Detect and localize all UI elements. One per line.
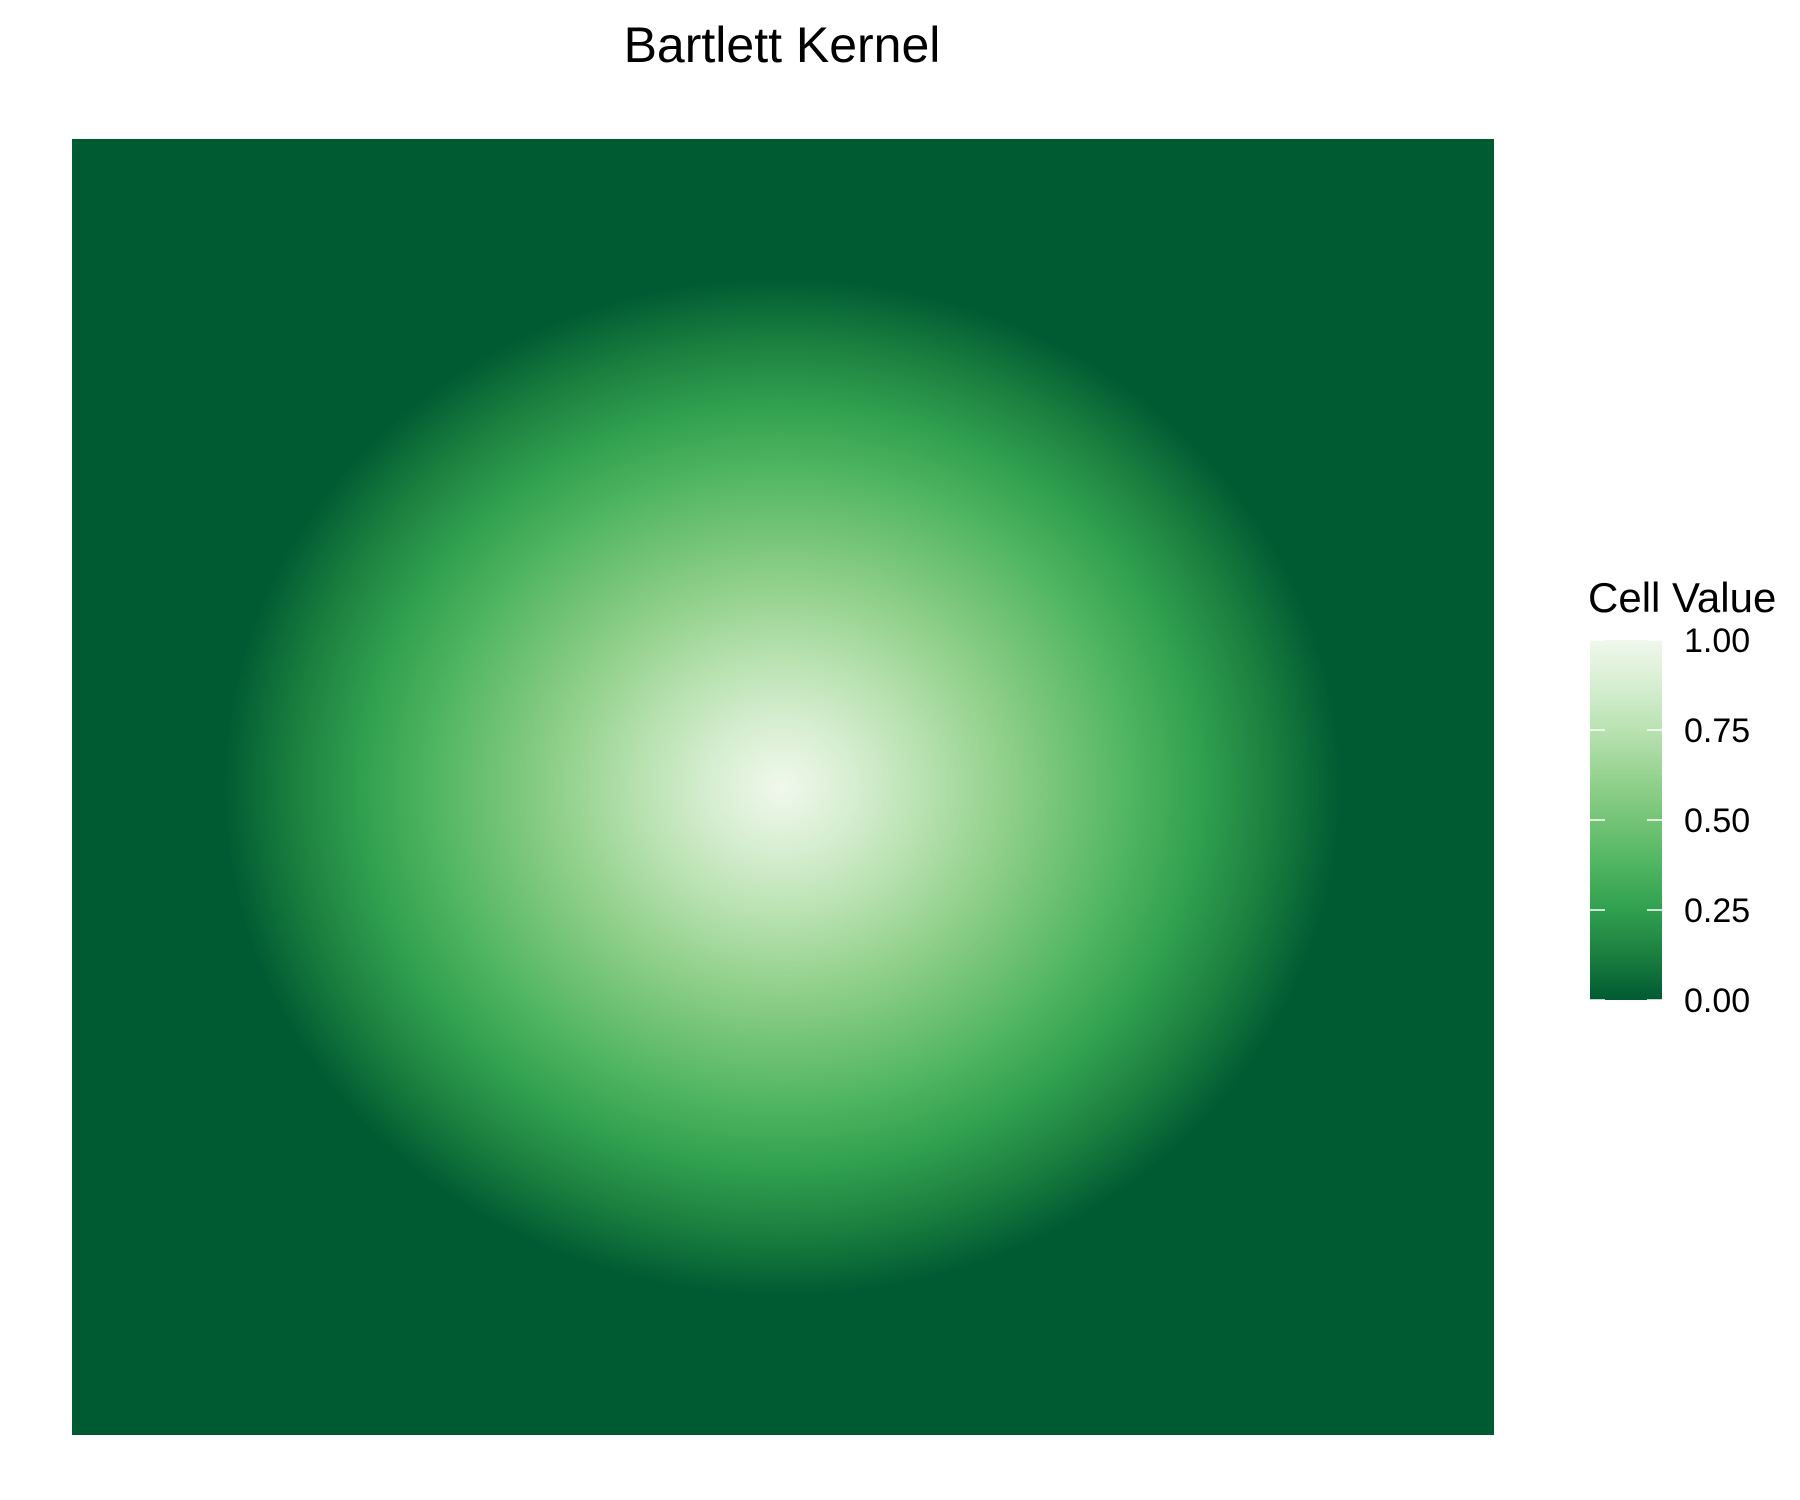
legend-tick-label: 1.00	[1684, 622, 1750, 660]
heatmap-panel	[72, 139, 1494, 1435]
kernel-surface	[222, 277, 1342, 1297]
legend-tick-label: 0.25	[1684, 892, 1750, 930]
legend-title: Cell Value	[1588, 574, 1776, 621]
chart-title: Bartlett Kernel	[624, 17, 941, 73]
legend: Cell Value 1.00 0.75 0.50 0.25 0.00	[1588, 574, 1776, 1020]
legend-tick-label: 0.50	[1684, 802, 1750, 840]
legend-tick-label: 0.00	[1684, 982, 1750, 1020]
legend-ticks: 1.00 0.75 0.50 0.25 0.00	[1590, 622, 1750, 1020]
legend-tick-label: 0.75	[1684, 712, 1750, 750]
